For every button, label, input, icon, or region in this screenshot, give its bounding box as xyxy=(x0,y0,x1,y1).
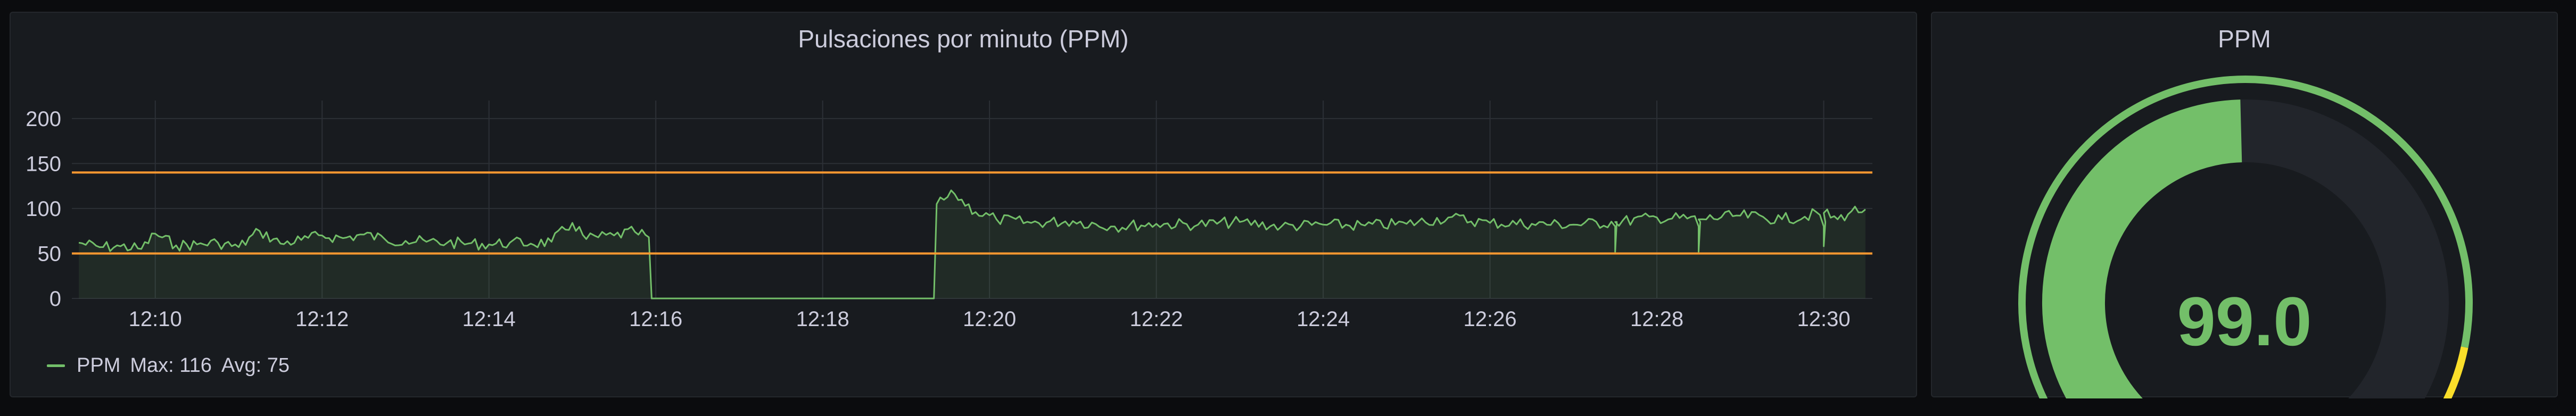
graph-panel[interactable]: Pulsaciones por minuto (PPM) 0 50 100 150 20… xyxy=(10,12,1917,397)
legend-avg: Avg: 75 xyxy=(221,354,290,377)
x-tick-label: 12:20 xyxy=(963,307,1016,331)
y-tick-label: 50 xyxy=(38,242,62,265)
gauge-panel[interactable]: PPM 99.0 xyxy=(1931,12,2558,398)
y-tick-label: 200 xyxy=(26,107,61,131)
x-tick-label: 12:12 xyxy=(295,307,349,331)
x-tick-label: 12:24 xyxy=(1297,307,1350,331)
y-tick-label: 150 xyxy=(26,152,61,176)
series-area xyxy=(79,190,1865,298)
graph-panel-title[interactable]: Pulsaciones por minuto (PPM) xyxy=(798,25,1129,53)
gauge-panel-title[interactable]: PPM xyxy=(2218,25,2271,53)
x-tick-label: 12:22 xyxy=(1130,307,1183,331)
x-tick-label: 12:30 xyxy=(1797,307,1851,331)
y-tick-label: 0 xyxy=(49,287,61,311)
gauge-threshold-band xyxy=(2018,76,2473,398)
x-tick-label: 12:10 xyxy=(129,307,182,331)
x-tick-label: 12:28 xyxy=(1630,307,1683,331)
y-tick-label: 100 xyxy=(26,197,61,221)
ppm-gauge xyxy=(2018,76,2473,398)
series-line-ppm xyxy=(78,189,1866,299)
gauge-threshold-band xyxy=(2443,346,2468,398)
legend-max: Max: 116 xyxy=(130,354,212,377)
gauge-value-arc xyxy=(2042,99,2242,398)
ppm-line-chart: 0 50 100 150 200 12:10 12:12 12:14 12:16 12:18 12:… xyxy=(26,101,1872,331)
x-tick-label: 12:14 xyxy=(463,307,516,331)
x-tick-label: 12:18 xyxy=(796,307,849,331)
legend-series-swatch xyxy=(47,364,65,367)
gauge-value: 99.0 xyxy=(2177,282,2312,360)
legend-series-name[interactable]: PPM xyxy=(77,354,121,377)
legend[interactable]: PPM Max: 116 Avg: 75 xyxy=(47,354,299,377)
x-tick-label: 12:16 xyxy=(629,307,682,331)
x-tick-label: 12:26 xyxy=(1464,307,1517,331)
